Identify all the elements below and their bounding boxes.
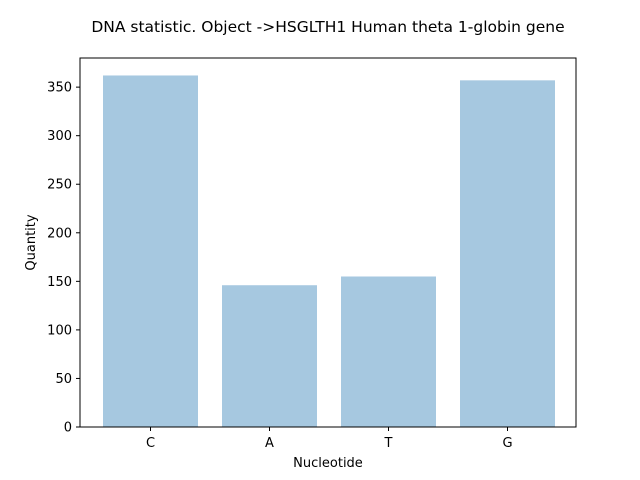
y-tick-label: 100 [47, 323, 72, 338]
y-tick-label: 200 [47, 226, 72, 241]
y-tick-label: 350 [47, 81, 72, 96]
bar-a [222, 285, 317, 427]
x-tick-label: C [146, 436, 155, 451]
x-tick-label: T [384, 436, 393, 451]
y-tick-label: 0 [64, 421, 72, 436]
chart-title: DNA statistic. Object ->HSGLTH1 Human th… [91, 18, 564, 36]
y-tick-label: 300 [47, 129, 72, 144]
plot-area: C A T G 0 50 100 150 200 250 300 350 [47, 75, 555, 451]
axes-frame [79, 57, 577, 428]
y-tick-label: 250 [47, 178, 72, 193]
x-tick-label: A [265, 436, 274, 451]
x-tick-label: G [502, 436, 512, 451]
bar-c [103, 75, 198, 428]
y-axis-label: Quantity [24, 214, 39, 270]
bar-t [341, 276, 436, 427]
bar-g [460, 80, 555, 427]
y-tick-label: 50 [55, 372, 72, 387]
x-axis-label: Nucleotide [293, 456, 363, 471]
y-tick-label: 150 [47, 275, 72, 290]
